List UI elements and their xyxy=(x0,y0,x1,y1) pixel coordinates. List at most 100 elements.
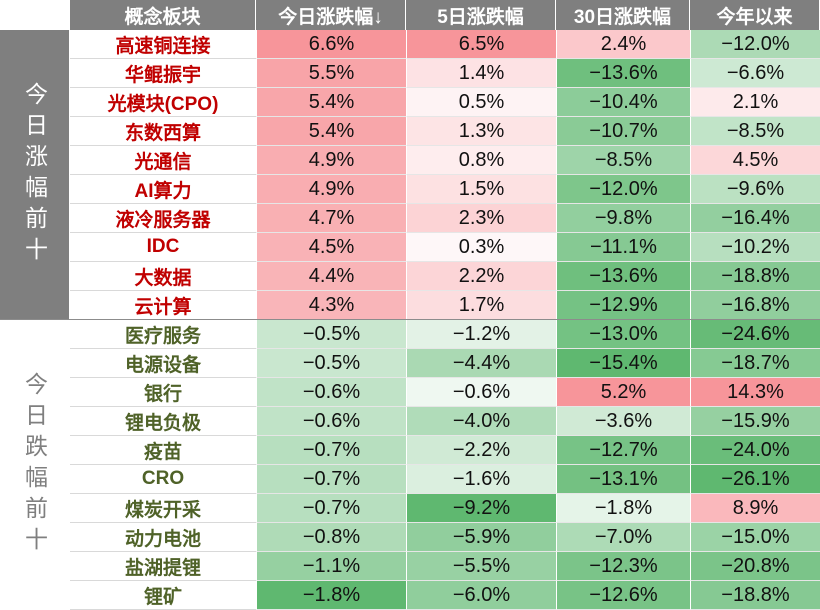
header-corner xyxy=(0,0,70,30)
value-cell: −2.2% xyxy=(406,436,556,465)
value-cell: −24.0% xyxy=(690,436,820,465)
sector-name: 医疗服务 xyxy=(70,320,256,349)
value-cell: 4.7% xyxy=(256,204,406,233)
value-cell: 1.7% xyxy=(406,291,556,320)
sector-name: 华鲲振宇 xyxy=(70,59,256,88)
value-cell: −0.6% xyxy=(406,378,556,407)
column-header: 5日涨跌幅 xyxy=(406,0,556,30)
value-cell: −0.6% xyxy=(256,407,406,436)
value-cell: −16.8% xyxy=(690,291,820,320)
sector-name: 大数据 xyxy=(70,262,256,291)
value-cell: −7.0% xyxy=(556,523,690,552)
value-cell: −0.7% xyxy=(256,494,406,523)
value-cell: 1.4% xyxy=(406,59,556,88)
value-cell: −1.8% xyxy=(256,581,406,610)
value-cell: −10.7% xyxy=(556,117,690,146)
value-cell: 0.3% xyxy=(406,233,556,262)
value-cell: 5.5% xyxy=(256,59,406,88)
value-cell: −20.8% xyxy=(690,552,820,581)
value-cell: −0.5% xyxy=(256,320,406,349)
value-cell: 4.5% xyxy=(690,146,820,175)
value-cell: 5.2% xyxy=(556,378,690,407)
value-cell: 4.9% xyxy=(256,146,406,175)
sector-name: 煤炭开采 xyxy=(70,494,256,523)
value-cell: 4.4% xyxy=(256,262,406,291)
sector-name: 银行 xyxy=(70,378,256,407)
value-cell: 5.4% xyxy=(256,88,406,117)
column-header: 30日涨跌幅 xyxy=(556,0,690,30)
value-cell: 8.9% xyxy=(690,494,820,523)
value-cell: −13.6% xyxy=(556,262,690,291)
sector-name: 东数西算 xyxy=(70,117,256,146)
value-cell: 2.4% xyxy=(556,30,690,59)
value-cell: −12.9% xyxy=(556,291,690,320)
value-cell: −5.5% xyxy=(406,552,556,581)
sector-name: 锂电负极 xyxy=(70,407,256,436)
value-cell: 1.5% xyxy=(406,175,556,204)
value-cell: −13.6% xyxy=(556,59,690,88)
sector-name: 高速铜连接 xyxy=(70,30,256,59)
sector-name: 盐湖提锂 xyxy=(70,552,256,581)
sector-name: 云计算 xyxy=(70,291,256,320)
sector-name: 液冷服务器 xyxy=(70,204,256,233)
value-cell: 4.9% xyxy=(256,175,406,204)
value-cell: −15.4% xyxy=(556,349,690,378)
value-cell: 0.5% xyxy=(406,88,556,117)
value-cell: −12.0% xyxy=(690,30,820,59)
value-cell: −15.0% xyxy=(690,523,820,552)
value-cell: −18.8% xyxy=(690,262,820,291)
value-cell: 2.3% xyxy=(406,204,556,233)
value-cell: 1.3% xyxy=(406,117,556,146)
sector-name: 光通信 xyxy=(70,146,256,175)
sector-name: 动力电池 xyxy=(70,523,256,552)
value-cell: 14.3% xyxy=(690,378,820,407)
value-cell: −5.9% xyxy=(406,523,556,552)
value-cell: −12.0% xyxy=(556,175,690,204)
value-cell: −16.4% xyxy=(690,204,820,233)
value-cell: −13.0% xyxy=(556,320,690,349)
value-cell: −9.6% xyxy=(690,175,820,204)
sector-name: 光模块(CPO) xyxy=(70,88,256,117)
sector-name: 电源设备 xyxy=(70,349,256,378)
group-label: 今日跌幅前十 xyxy=(0,320,70,610)
column-header: 概念板块 xyxy=(70,0,256,30)
value-cell: −6.6% xyxy=(690,59,820,88)
value-cell: −3.6% xyxy=(556,407,690,436)
value-cell: −1.8% xyxy=(556,494,690,523)
value-cell: −1.2% xyxy=(406,320,556,349)
value-cell: 4.5% xyxy=(256,233,406,262)
value-cell: −12.7% xyxy=(556,436,690,465)
value-cell: −0.6% xyxy=(256,378,406,407)
value-cell: −18.7% xyxy=(690,349,820,378)
sector-name: IDC xyxy=(70,233,256,262)
value-cell: −13.1% xyxy=(556,465,690,494)
value-cell: −1.1% xyxy=(256,552,406,581)
value-cell: −8.5% xyxy=(690,117,820,146)
value-cell: −15.9% xyxy=(690,407,820,436)
value-cell: 2.1% xyxy=(690,88,820,117)
value-cell: −4.4% xyxy=(406,349,556,378)
value-cell: −10.2% xyxy=(690,233,820,262)
value-cell: 5.4% xyxy=(256,117,406,146)
value-cell: −6.0% xyxy=(406,581,556,610)
value-cell: −8.5% xyxy=(556,146,690,175)
value-cell: −24.6% xyxy=(690,320,820,349)
value-cell: −11.1% xyxy=(556,233,690,262)
value-cell: −0.8% xyxy=(256,523,406,552)
sector-name: CRO xyxy=(70,465,256,494)
value-cell: −12.3% xyxy=(556,552,690,581)
value-cell: −4.0% xyxy=(406,407,556,436)
value-cell: −0.7% xyxy=(256,465,406,494)
sector-name: AI算力 xyxy=(70,175,256,204)
column-header: 今年以来 xyxy=(690,0,820,30)
value-cell: −12.6% xyxy=(556,581,690,610)
value-cell: −0.5% xyxy=(256,349,406,378)
value-cell: −10.4% xyxy=(556,88,690,117)
value-cell: −18.8% xyxy=(690,581,820,610)
value-cell: −9.8% xyxy=(556,204,690,233)
sector-name: 疫苗 xyxy=(70,436,256,465)
value-cell: −9.2% xyxy=(406,494,556,523)
group-label: 今日涨幅前十 xyxy=(0,30,70,320)
column-header: 今日涨跌幅↓ xyxy=(256,0,406,30)
